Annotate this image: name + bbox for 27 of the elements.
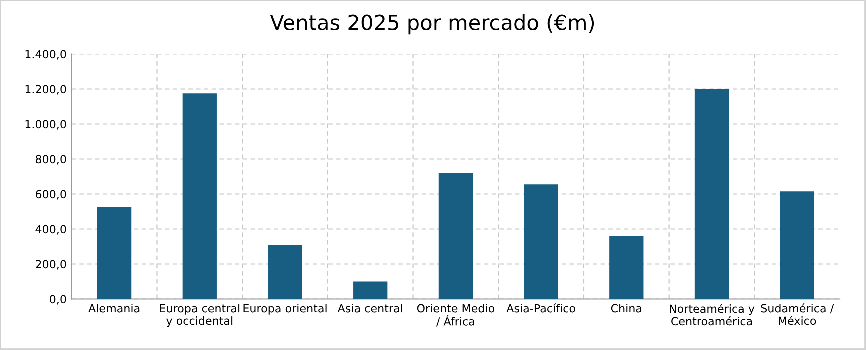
x-tick-label: Oriente Medio / África xyxy=(417,304,495,327)
bar xyxy=(268,245,302,300)
bar xyxy=(438,173,474,300)
chart-title: Ventas 2025 por mercado (€m) xyxy=(270,14,594,35)
y-tick-label: 400,0 xyxy=(36,225,66,235)
x-tick-label: Asia-Pacífico xyxy=(506,304,576,313)
x-tick-label: China xyxy=(611,304,642,313)
y-tick-label: 1.400,0 xyxy=(26,50,66,60)
x-tick-label: Sudamérica / México xyxy=(761,304,834,326)
y-tick-label: 1.200,0 xyxy=(26,85,66,95)
bar xyxy=(780,192,814,300)
bar xyxy=(524,184,558,300)
bar xyxy=(694,89,730,300)
bar xyxy=(97,207,132,300)
x-tick-label: Norteamérica y Centroamérica xyxy=(670,304,755,326)
y-tick-label: 1.000,0 xyxy=(26,120,66,130)
y-tick-label: 800,0 xyxy=(36,155,66,165)
y-tick-label: 200,0 xyxy=(36,260,66,270)
x-tick-label: Alemania xyxy=(88,304,140,313)
bar xyxy=(610,236,644,300)
y-tick-label: 0,0 xyxy=(50,295,66,305)
x-tick-label: Europa central y occidental xyxy=(160,304,240,328)
x-tick-label: Europa oriental xyxy=(244,304,327,315)
bar xyxy=(354,282,388,300)
x-tick-label: Asia central xyxy=(338,304,402,313)
bar xyxy=(182,94,217,300)
y-tick-label: 600,0 xyxy=(36,190,66,200)
